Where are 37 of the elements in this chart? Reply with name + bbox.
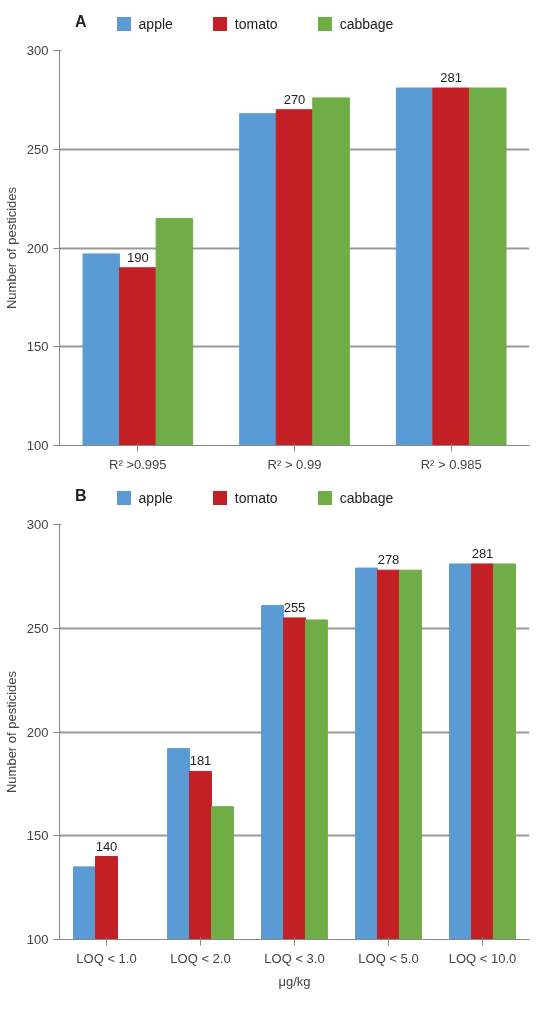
data-label: 181 xyxy=(189,753,212,769)
x-tick-label: LOQ < 10.0 xyxy=(448,950,517,966)
legend-label: cabbage xyxy=(339,489,394,506)
y-tick-label: 200 xyxy=(26,724,49,740)
x-tick-label: LOQ < 1.0 xyxy=(76,950,137,966)
y-tick-label: 300 xyxy=(26,517,49,532)
x-tick-label: R² >0.995 xyxy=(109,456,167,472)
y-axis-title: Number of pesticides xyxy=(3,670,19,794)
legend-label: tomato xyxy=(234,489,278,506)
x-axis-title: μg/kg xyxy=(278,973,311,989)
chart-title: A xyxy=(75,13,87,30)
legend-label: tomato xyxy=(234,15,278,32)
data-label: 281 xyxy=(471,545,494,561)
data-label: 140 xyxy=(95,838,118,854)
x-tick-label: LOQ < 3.0 xyxy=(264,950,325,966)
x-tick-label: R² > 0.985 xyxy=(420,456,482,472)
x-tick-label: LOQ < 2.0 xyxy=(170,950,231,966)
data-label: 190 xyxy=(126,249,149,265)
legend-label: apple xyxy=(138,15,173,32)
y-tick-label: 250 xyxy=(26,620,49,636)
y-tick-label: 100 xyxy=(26,932,49,947)
x-tick-label: R² > 0.99 xyxy=(267,456,322,472)
y-tick-label: 200 xyxy=(26,240,49,256)
y-axis-title: Number of pesticides xyxy=(3,186,19,310)
y-tick-label: 250 xyxy=(26,141,49,157)
data-label: 281 xyxy=(440,70,463,86)
chart-title: B xyxy=(75,487,87,504)
data-label: 278 xyxy=(377,552,400,568)
y-tick-label: 100 xyxy=(26,438,49,453)
y-tick-label: 150 xyxy=(26,828,49,844)
data-label: 255 xyxy=(283,599,306,615)
legend-label: apple xyxy=(138,489,173,506)
legend-label: cabbage xyxy=(339,15,394,32)
data-label: 270 xyxy=(283,91,306,107)
x-tick-label: LOQ < 5.0 xyxy=(358,950,419,966)
y-tick-label: 300 xyxy=(26,43,49,58)
y-tick-label: 150 xyxy=(26,339,49,355)
